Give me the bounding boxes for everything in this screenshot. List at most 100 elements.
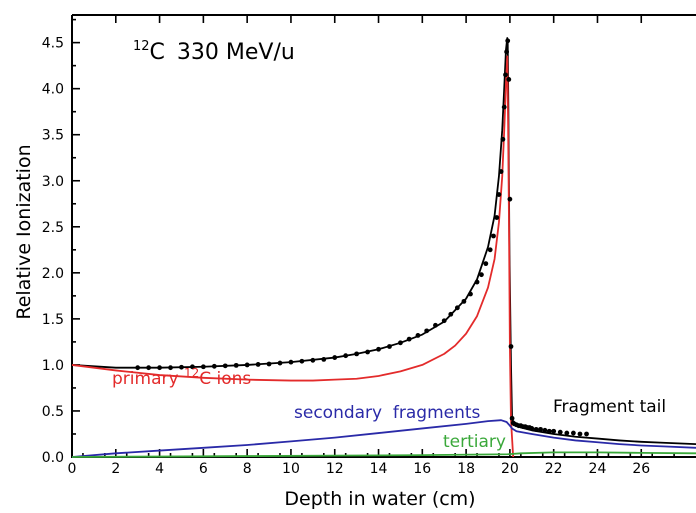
primary-annotation-prefix: primary [112, 369, 184, 389]
measured-point [299, 358, 305, 364]
measured-point [500, 136, 506, 142]
chart-title: 12C 330 MeV/u [133, 39, 295, 65]
x-tick-label: 12 [326, 461, 344, 477]
x-tick-label: 4 [155, 461, 164, 477]
x-tick-label: 6 [199, 461, 208, 477]
fragment-tail-annotation: Fragment tail [553, 397, 666, 417]
primary-annotation-sup: 12 [184, 366, 199, 380]
measured-point [474, 279, 480, 285]
y-tick-label: 3.5 [42, 128, 64, 144]
measured-point [584, 431, 589, 437]
measured-point [529, 426, 535, 431]
measured-point [376, 346, 381, 352]
measured-point [461, 298, 467, 304]
measured-point [365, 349, 370, 355]
measured-point [146, 365, 152, 371]
measured-point [494, 215, 500, 220]
measured-point [233, 362, 239, 368]
x-tick-label: 24 [589, 461, 607, 477]
measured-point [551, 428, 557, 434]
chart-title-energy: 330 MeV/u [177, 40, 295, 65]
measured-point [504, 49, 510, 55]
measured-point [496, 192, 502, 197]
measured-point [468, 291, 473, 297]
measured-point [501, 104, 507, 110]
measured-point [479, 272, 484, 278]
measured-point [277, 360, 283, 366]
x-axis-title: Depth in water (cm) [284, 488, 475, 510]
measured-point [564, 430, 570, 436]
y-tick-label: 2.0 [42, 266, 64, 282]
tertiary-annotation: tertiary [443, 432, 506, 452]
primary-annotation-suffix: C ions [199, 369, 251, 389]
measured-point [406, 336, 412, 342]
measured-point [509, 415, 515, 421]
ticks: 0 2 4 6 8 10 12 14 16 18 20 22 24 260.00.51.01.52.02.… [42, 15, 675, 477]
measured-point [433, 322, 438, 328]
measured-point [310, 357, 316, 363]
y-axis-title: Relative Ionization [13, 144, 35, 319]
secondary-line [71, 419, 696, 458]
y-tick-label: 4.0 [42, 82, 64, 98]
measured-point [387, 344, 392, 349]
x-tick-label: 22 [545, 461, 563, 477]
x-tick-label: 18 [457, 461, 475, 477]
measured-point [179, 364, 184, 370]
measured-point [487, 247, 493, 253]
measured-point [288, 359, 294, 365]
measured-point [157, 365, 162, 371]
measured-point [538, 426, 543, 432]
x-tick-label: 10 [282, 461, 300, 477]
y-tick-label: 3.0 [42, 174, 64, 190]
measured-point [506, 77, 512, 82]
measured-point [448, 311, 454, 317]
x-tick-label: 14 [370, 461, 388, 477]
measured-point [190, 364, 195, 370]
measured-point [454, 305, 460, 311]
measured-point [557, 429, 563, 435]
primary-annotation: primary 12C ions [112, 366, 251, 389]
x-tick-label: 20 [501, 461, 519, 477]
y-tick-label: 0.5 [42, 404, 64, 420]
measured-point [498, 169, 504, 174]
secondary-annotation: secondary fragments [294, 403, 481, 423]
chart-title-element: C [150, 40, 165, 65]
measured-point [491, 233, 496, 239]
y-tick-label: 0.0 [42, 450, 64, 466]
x-tick-label: 16 [413, 461, 431, 477]
measured-point [343, 353, 349, 359]
measured-point [441, 318, 447, 324]
series-lines [71, 37, 696, 458]
measured-point [542, 427, 548, 433]
measured-point [505, 38, 511, 44]
x-tick-label: 26 [632, 461, 650, 477]
y-tick-label: 1.0 [42, 358, 64, 374]
measured-point [255, 362, 261, 367]
measured-point [135, 365, 141, 371]
measured-point [507, 196, 513, 202]
measured-point [244, 362, 250, 368]
axes-frame [71, 15, 696, 458]
measured-point [546, 428, 552, 434]
tertiary-line [71, 451, 696, 458]
x-tick-label: 2 [111, 461, 120, 477]
y-tick-label: 4.5 [42, 36, 64, 52]
measured-point [415, 333, 421, 338]
measured-point [321, 356, 327, 362]
axes [71, 14, 696, 458]
measured-point [508, 344, 514, 349]
measured-point [533, 426, 539, 432]
measured-point [503, 72, 508, 78]
measured-point [168, 365, 173, 371]
y-tick-label: 2.5 [42, 220, 64, 236]
measured-point [222, 363, 228, 369]
primary-line [71, 55, 515, 458]
x-tick-label: 8 [243, 461, 252, 477]
measured-point [332, 355, 338, 360]
chart-title-mass-number: 12 [133, 39, 150, 54]
measured-point [483, 261, 489, 267]
measured-point [200, 364, 206, 370]
measured-point [354, 351, 360, 357]
y-tick-label: 1.5 [42, 312, 64, 328]
